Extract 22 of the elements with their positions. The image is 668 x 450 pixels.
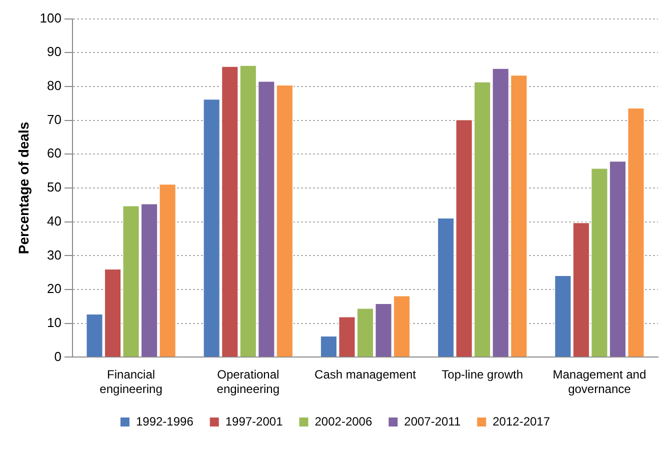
legend-label: 1997-2001 — [225, 414, 284, 428]
legend-label: 2002-2006 — [314, 414, 372, 428]
y-tick-label: 10 — [47, 314, 62, 330]
y-tick-label: 50 — [47, 180, 62, 195]
y-tick-label: 0 — [54, 348, 62, 364]
x-tick-label: Top-line growth — [442, 368, 524, 382]
y-tick-label: 70 — [47, 112, 62, 127]
legend-label: 1992-1996 — [136, 414, 194, 428]
y-tick-label: 90 — [47, 44, 62, 60]
legend-label: 2012-2017 — [492, 414, 550, 428]
y-tick-label: 20 — [47, 281, 62, 296]
x-tick-label: Management and governance — [552, 368, 646, 396]
x-tick-label: Cash management — [314, 368, 417, 382]
y-tick-label: 60 — [47, 146, 62, 161]
y-tick-label: 30 — [47, 247, 62, 262]
y-tick-label: 40 — [47, 213, 62, 228]
x-tick-label: Financial engineering — [100, 368, 162, 396]
y-tick-label: 100 — [40, 10, 62, 26]
y-axis-title: Percentage of deals — [15, 122, 32, 254]
y-tick-label: 80 — [47, 78, 62, 94]
x-tick-label: Operational engineering — [216, 368, 280, 396]
legend-label: 2007-2011 — [404, 414, 461, 428]
